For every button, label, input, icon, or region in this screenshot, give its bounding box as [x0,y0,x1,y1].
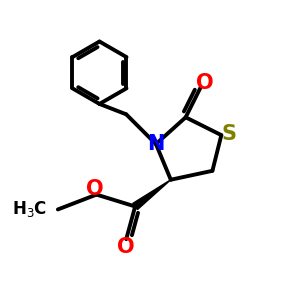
Text: S: S [221,124,236,144]
Polygon shape [133,180,171,210]
Text: O: O [196,73,214,93]
Text: N: N [147,134,165,154]
Text: O: O [117,237,135,256]
Text: O: O [86,178,104,199]
Text: H$_3$C: H$_3$C [12,200,47,219]
